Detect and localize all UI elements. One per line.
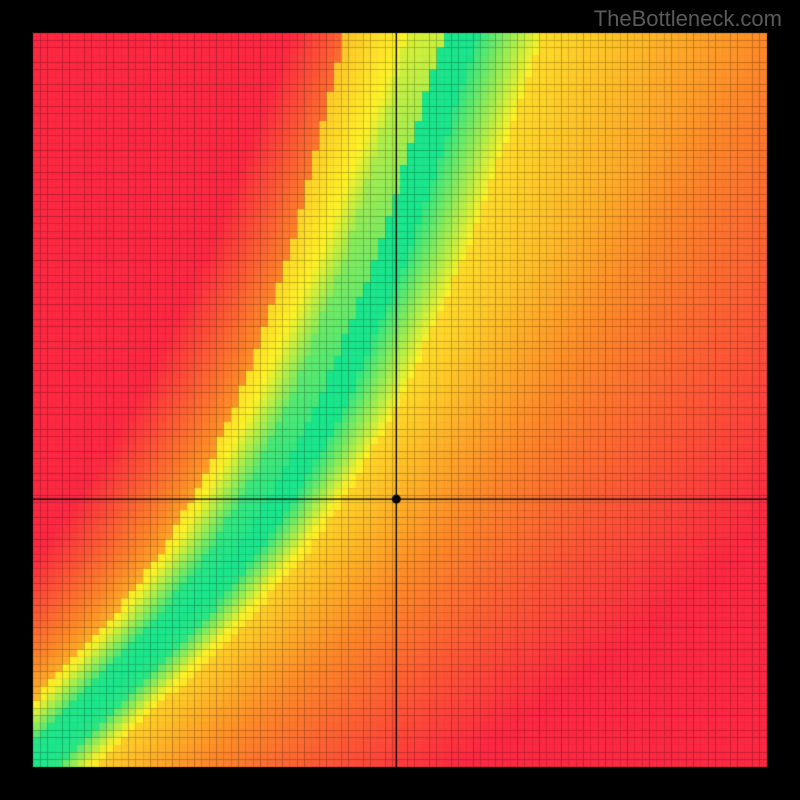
bottleneck-heatmap	[0, 0, 800, 800]
watermark-text: TheBottleneck.com	[594, 6, 782, 32]
